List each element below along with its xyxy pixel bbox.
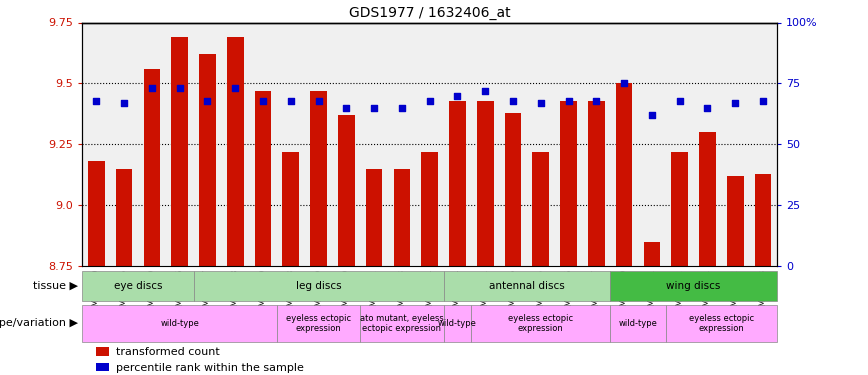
Bar xyxy=(727,176,744,266)
Point xyxy=(395,105,409,111)
Bar xyxy=(115,169,133,266)
Point xyxy=(201,98,214,104)
Point xyxy=(728,100,742,106)
Title: GDS1977 / 1632406_at: GDS1977 / 1632406_at xyxy=(349,6,510,20)
Bar xyxy=(615,84,633,266)
Text: eyeless ectopic
expression: eyeless ectopic expression xyxy=(508,314,574,333)
Point xyxy=(756,98,770,104)
Point xyxy=(450,93,464,99)
Bar xyxy=(227,37,244,266)
Text: wing discs: wing discs xyxy=(667,281,720,291)
Point xyxy=(228,86,242,92)
Bar xyxy=(671,152,688,266)
Bar xyxy=(310,91,327,266)
Point xyxy=(339,105,353,111)
Point xyxy=(506,98,520,104)
Text: antennal discs: antennal discs xyxy=(489,281,565,291)
Point xyxy=(645,112,659,118)
Bar xyxy=(171,37,188,266)
Text: eye discs: eye discs xyxy=(114,281,162,291)
Text: transformed count: transformed count xyxy=(115,347,220,357)
Text: ato mutant, eyeless
ectopic expression: ato mutant, eyeless ectopic expression xyxy=(360,314,444,333)
Bar xyxy=(449,100,466,266)
Text: wild-type: wild-type xyxy=(438,319,477,328)
Point xyxy=(312,98,326,104)
Bar xyxy=(254,91,272,266)
Bar xyxy=(393,169,411,266)
Text: wild-type: wild-type xyxy=(161,319,199,328)
Bar xyxy=(421,152,438,266)
Bar xyxy=(610,304,666,342)
Text: leg discs: leg discs xyxy=(296,281,341,291)
Bar xyxy=(643,242,661,266)
Point xyxy=(617,81,631,87)
Bar xyxy=(699,132,716,266)
Bar xyxy=(194,271,444,301)
Bar xyxy=(360,304,444,342)
Point xyxy=(423,98,437,104)
Bar xyxy=(532,152,549,266)
Text: wild-type: wild-type xyxy=(619,319,657,328)
Bar xyxy=(610,271,777,301)
Bar xyxy=(560,100,577,266)
Point xyxy=(589,98,603,104)
Point xyxy=(117,100,131,106)
Bar xyxy=(365,169,383,266)
Bar xyxy=(88,162,105,266)
Bar xyxy=(143,69,161,266)
Text: percentile rank within the sample: percentile rank within the sample xyxy=(115,363,304,373)
Text: tissue ▶: tissue ▶ xyxy=(33,281,78,291)
Bar xyxy=(82,271,194,301)
Bar xyxy=(199,54,216,266)
Bar xyxy=(588,100,605,266)
Point xyxy=(367,105,381,111)
Point xyxy=(562,98,575,104)
Point xyxy=(89,98,103,104)
Bar xyxy=(338,115,355,266)
Text: genotype/variation ▶: genotype/variation ▶ xyxy=(0,318,78,328)
Bar xyxy=(444,271,610,301)
Point xyxy=(256,98,270,104)
Bar xyxy=(82,304,277,342)
Bar xyxy=(277,304,360,342)
Bar xyxy=(282,152,299,266)
Point xyxy=(478,88,492,94)
Bar xyxy=(444,304,471,342)
Bar xyxy=(96,363,108,371)
Text: eyeless ectopic
expression: eyeless ectopic expression xyxy=(688,314,754,333)
Bar xyxy=(504,112,522,266)
Point xyxy=(145,86,159,92)
Point xyxy=(700,105,714,111)
Bar xyxy=(754,174,772,266)
Point xyxy=(673,98,687,104)
Bar xyxy=(477,100,494,266)
Point xyxy=(534,100,548,106)
Bar xyxy=(471,304,610,342)
Point xyxy=(173,86,187,92)
Bar xyxy=(666,304,777,342)
Bar xyxy=(96,347,108,356)
Point xyxy=(284,98,298,104)
Text: eyeless ectopic
expression: eyeless ectopic expression xyxy=(286,314,352,333)
